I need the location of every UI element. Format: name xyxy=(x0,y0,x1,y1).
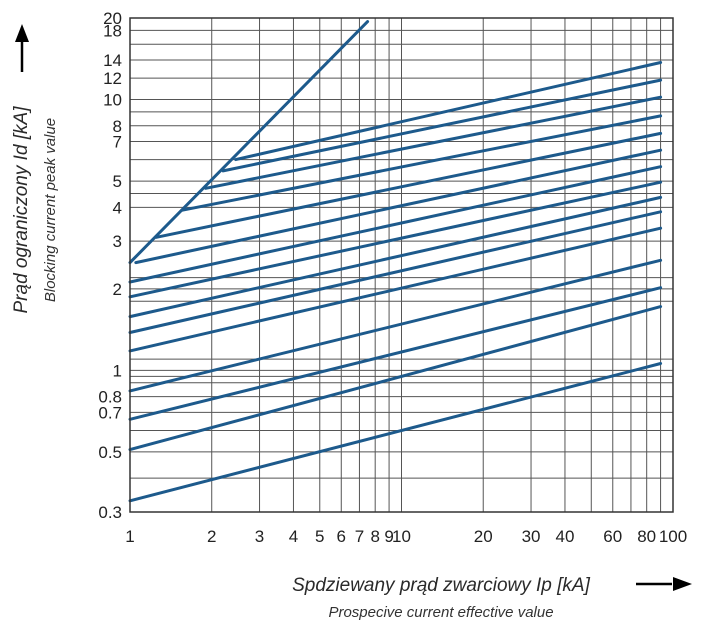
series-line-9 xyxy=(128,165,663,284)
y-tick-label: 7 xyxy=(113,132,122,151)
x-axis-arrow-icon xyxy=(636,577,692,591)
y-tick-label: 1 xyxy=(113,361,122,380)
y-tick-label: 4 xyxy=(113,198,122,217)
series-line-5 xyxy=(128,226,663,353)
envelope-line xyxy=(128,20,370,265)
y-tick-label: 5 xyxy=(113,172,122,191)
y-tick-label: 0.8 xyxy=(98,388,122,407)
series-line-10 xyxy=(134,148,663,265)
x-tick-label: 20 xyxy=(474,527,493,546)
x-tick-label: 30 xyxy=(522,527,541,546)
x-axis-sublabel: Prospecive current effective value xyxy=(328,604,553,621)
series-line-11 xyxy=(154,131,663,239)
series-line-14 xyxy=(221,78,663,173)
x-tick-label: 1 xyxy=(125,527,134,546)
y-axis-label: Prąd ograniczony Id [kA] xyxy=(11,106,32,314)
x-tick-label: 2 xyxy=(207,527,216,546)
x-tick-label: 7 xyxy=(355,527,364,546)
series-lines xyxy=(128,20,663,503)
x-tick-label: 6 xyxy=(337,527,346,546)
x-tick-label: 40 xyxy=(555,527,574,546)
series-line-6 xyxy=(128,210,663,334)
y-tick-label: 8 xyxy=(113,117,122,136)
x-tick-label: 10 xyxy=(392,527,411,546)
series-line-12 xyxy=(180,114,663,212)
y-tick-label: 14 xyxy=(103,51,122,70)
plot-frame xyxy=(129,17,674,513)
x-tick-label: 8 xyxy=(370,527,379,546)
y-tick-label: 12 xyxy=(103,69,122,88)
x-tick-label: 60 xyxy=(603,527,622,546)
x-axis-label: Spdziewany prąd zwarciowy Ip [kA] xyxy=(292,575,591,596)
y-tick-label: 10 xyxy=(103,91,122,110)
series-line-7 xyxy=(128,195,663,319)
y-tick-label: 0.5 xyxy=(98,443,122,462)
x-tick-label: 3 xyxy=(255,527,264,546)
series-line-1 xyxy=(128,362,663,503)
x-tick-label: 5 xyxy=(315,527,324,546)
y-axis-label-group: Prąd ograniczony Id [kA] Blocking curren… xyxy=(11,24,59,314)
y-tick-label: 0.7 xyxy=(98,403,122,422)
series-line-13 xyxy=(204,95,663,190)
y-tick-label: 0.3 xyxy=(98,503,122,522)
y-axis-sublabel: Blocking current peak value xyxy=(42,118,59,302)
y-tick-label: 3 xyxy=(113,232,122,251)
x-tick-label: 100 xyxy=(659,527,687,546)
y-tick-label: 18 xyxy=(103,21,122,40)
y-tick-label: 20 xyxy=(103,9,122,28)
series-line-15 xyxy=(234,61,663,162)
x-tick-label: 9 xyxy=(384,527,393,546)
y-axis-arrow-icon xyxy=(15,24,29,72)
x-axis-label-group: Spdziewany prąd zwarciowy Ip [kA] Prospe… xyxy=(292,575,692,621)
x-tick-label: 80 xyxy=(637,527,656,546)
series-line-2 xyxy=(128,305,663,452)
series-line-4 xyxy=(128,258,663,393)
y-tick-label: 2 xyxy=(113,280,122,299)
series-line-3 xyxy=(128,286,663,421)
series-line-8 xyxy=(128,180,663,299)
x-tick-label: 4 xyxy=(289,527,298,546)
x-tick-labels: 1 2 3 4 5 6 7 8 910 20 30 40 60 80 100 xyxy=(125,527,687,546)
